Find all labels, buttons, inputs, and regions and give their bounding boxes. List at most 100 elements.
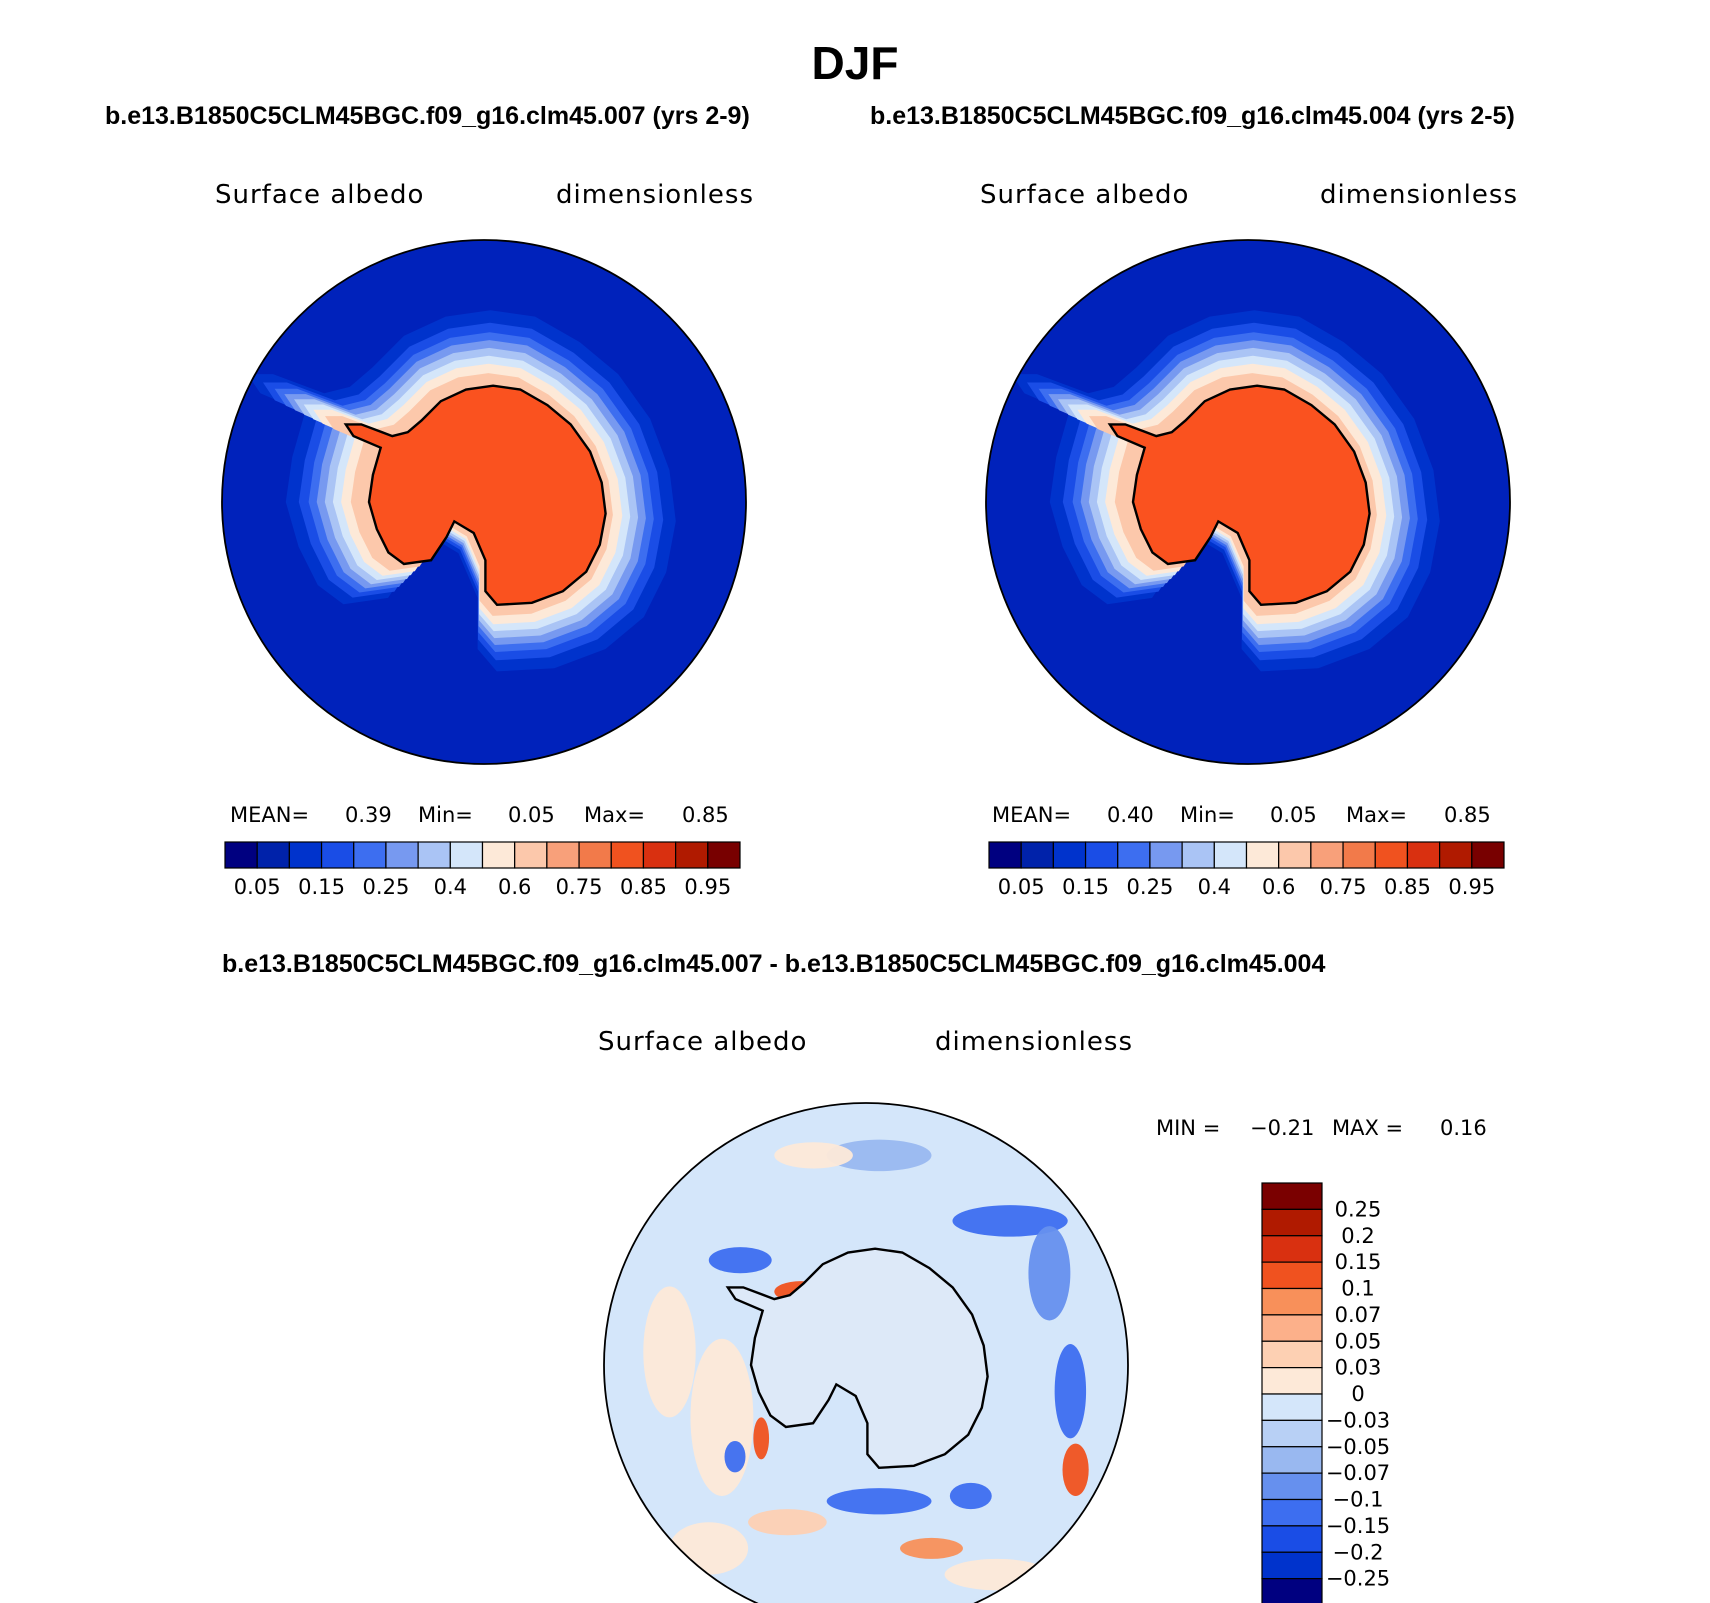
colorbar-box-15 bbox=[707, 841, 741, 869]
colorbar-box-10 bbox=[546, 841, 580, 869]
colorbar-box-4 bbox=[353, 841, 387, 869]
mean-label-left: MEAN= bbox=[230, 803, 310, 827]
diff-colorbar-box-3 bbox=[1261, 1261, 1323, 1290]
colorbar-box-15 bbox=[1471, 841, 1505, 869]
min-value-left: 0.05 bbox=[508, 803, 555, 827]
diff-colorbar-tick-label: 0.05 bbox=[1335, 1329, 1382, 1353]
colorbar-box-3 bbox=[320, 841, 355, 869]
colorbar-box-12 bbox=[610, 841, 645, 869]
colorbar-1: 0.05 0.15 0.25 0.4 0.6 0.75 0.85 0.95 bbox=[988, 841, 1505, 899]
units-label-right: dimensionless bbox=[1320, 180, 1518, 210]
colorbar-box-13 bbox=[1406, 841, 1441, 869]
anomaly-blob-7 bbox=[1062, 1443, 1089, 1497]
anomaly-blob-2 bbox=[826, 1139, 932, 1172]
colorbar-box-6 bbox=[417, 841, 451, 869]
case-title-diff: b.e13.B1850C5CLM45BGC.f09_g16.clm45.007 … bbox=[222, 950, 1326, 978]
colorbar-box-4 bbox=[1117, 841, 1151, 869]
diff-max-value: 0.16 bbox=[1440, 1116, 1487, 1140]
colorbar-box-1 bbox=[1020, 841, 1054, 869]
colorbar-tick-label: 0.05 bbox=[998, 875, 1045, 899]
colorbar-box-9 bbox=[514, 841, 548, 869]
colorbar-box-1 bbox=[256, 841, 290, 869]
min-value-right: 0.05 bbox=[1270, 803, 1317, 827]
colorbar-box-6 bbox=[1181, 841, 1215, 869]
diff-colorbar-tick-label: 0.2 bbox=[1341, 1224, 1374, 1248]
min-label-left: Min= bbox=[418, 803, 473, 827]
antarctica-outline bbox=[725, 1247, 989, 1470]
colorbar-box-9 bbox=[1278, 841, 1312, 869]
colorbar-tick-label: 0.25 bbox=[1127, 875, 1174, 899]
antarctica-continent bbox=[1107, 384, 1371, 607]
main-title: DJF bbox=[811, 37, 899, 89]
min-label-right: Min= bbox=[1180, 803, 1235, 827]
anomaly-blob-5 bbox=[1028, 1226, 1071, 1321]
diff-colorbar-box-1 bbox=[1261, 1208, 1323, 1237]
map-border bbox=[603, 1102, 1129, 1603]
colorbar-tick-label: 0.25 bbox=[363, 875, 410, 899]
case-title-right: b.e13.B1850C5CLM45BGC.f09_g16.clm45.004 … bbox=[870, 102, 1515, 130]
mean-label-right: MEAN= bbox=[992, 803, 1072, 827]
colorbar-box-14 bbox=[1439, 841, 1473, 869]
diff-colorbar-tick-label: −0.15 bbox=[1326, 1514, 1390, 1538]
albedo-map-0 bbox=[221, 239, 747, 765]
variable-label-left: Surface albedo bbox=[215, 180, 425, 210]
anomaly-blob-6 bbox=[1054, 1344, 1087, 1439]
diff-colorbar-box-10 bbox=[1261, 1446, 1323, 1474]
colorbar-tick-label: 0.4 bbox=[434, 875, 467, 899]
diff-colorbar-box-15 bbox=[1261, 1578, 1323, 1603]
diff-max-label: MAX = bbox=[1332, 1116, 1404, 1140]
mean-value-left: 0.39 bbox=[345, 803, 392, 827]
variable-label-diff: Surface albedo bbox=[598, 1027, 808, 1057]
colorbar-tick-label: 0.05 bbox=[234, 875, 281, 899]
colorbar-tick-label: 0.6 bbox=[498, 875, 531, 899]
units-label-diff: dimensionless bbox=[935, 1027, 1133, 1057]
max-label-right: Max= bbox=[1346, 803, 1408, 827]
colorbar-box-14 bbox=[675, 841, 709, 869]
diff-colorbar-tick-label: 0.07 bbox=[1335, 1303, 1382, 1327]
map-border bbox=[985, 239, 1511, 765]
colorbar-box-10 bbox=[1310, 841, 1344, 869]
colorbar-box-2 bbox=[288, 841, 323, 869]
anomaly-blob-14 bbox=[949, 1482, 992, 1510]
diff-colorbar-box-11 bbox=[1261, 1472, 1323, 1501]
anomaly-blob-4 bbox=[952, 1205, 1068, 1237]
anomaly-blob-3 bbox=[774, 1142, 853, 1169]
case-title-left: b.e13.B1850C5CLM45BGC.f09_g16.clm45.007 … bbox=[105, 102, 750, 130]
map-border bbox=[221, 239, 747, 765]
colorbar-box-8 bbox=[481, 841, 516, 869]
anomaly-blob-1 bbox=[643, 1286, 696, 1418]
mean-value-right: 0.40 bbox=[1107, 803, 1154, 827]
colorbar-box-11 bbox=[1342, 841, 1376, 869]
diff-colorbar: 0.250.20.150.10.070.050.030−0.03−0.05−0.… bbox=[1261, 1182, 1390, 1603]
colorbar-box-2 bbox=[1052, 841, 1087, 869]
colorbar-box-5 bbox=[385, 841, 419, 869]
anomaly-blob-11 bbox=[753, 1417, 770, 1460]
anomaly-blob-12 bbox=[724, 1440, 746, 1473]
anomaly-blob-15 bbox=[748, 1509, 827, 1536]
diff-colorbar-tick-label: −0.1 bbox=[1333, 1488, 1384, 1512]
diff-min-label: MIN = bbox=[1156, 1116, 1221, 1140]
colorbar-tick-label: 0.85 bbox=[620, 875, 667, 899]
diff-colorbar-box-13 bbox=[1261, 1525, 1323, 1553]
colorbar-tick-label: 0.95 bbox=[684, 875, 731, 899]
diff-colorbar-tick-label: −0.03 bbox=[1326, 1408, 1390, 1432]
colorbar-tick-label: 0.15 bbox=[298, 875, 345, 899]
max-value-left: 0.85 bbox=[682, 803, 729, 827]
diff-colorbar-box-9 bbox=[1261, 1419, 1323, 1448]
max-label-left: Max= bbox=[584, 803, 646, 827]
diff-colorbar-tick-label: 0.25 bbox=[1335, 1197, 1382, 1221]
colorbar-box-7 bbox=[449, 841, 484, 869]
colorbar-box-3 bbox=[1084, 841, 1119, 869]
colorbar-box-0 bbox=[224, 841, 258, 869]
diff-colorbar-box-12 bbox=[1261, 1498, 1323, 1527]
colorbar-tick-label: 0.6 bbox=[1262, 875, 1295, 899]
diff-colorbar-box-14 bbox=[1261, 1551, 1323, 1580]
units-label-left: dimensionless bbox=[556, 180, 754, 210]
diff-colorbar-tick-label: −0.05 bbox=[1326, 1435, 1390, 1459]
anomaly-blob-17 bbox=[669, 1522, 749, 1575]
colorbar-tick-label: 0.75 bbox=[556, 875, 603, 899]
colorbar-tick-label: 0.85 bbox=[1384, 875, 1431, 899]
colorbar-box-12 bbox=[1374, 841, 1409, 869]
diff-colorbar-tick-label: 0.1 bbox=[1341, 1277, 1374, 1301]
